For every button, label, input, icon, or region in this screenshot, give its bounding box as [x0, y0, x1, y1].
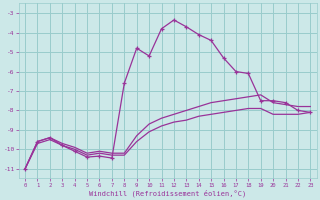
X-axis label: Windchill (Refroidissement éolien,°C): Windchill (Refroidissement éolien,°C)	[89, 189, 246, 197]
